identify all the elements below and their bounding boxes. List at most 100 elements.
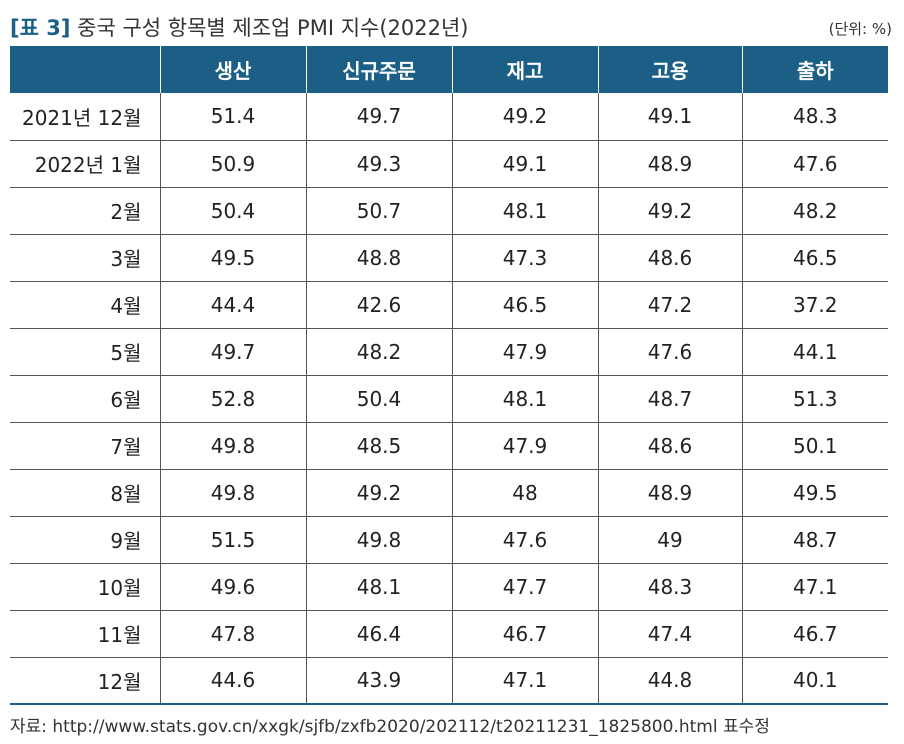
value-cell: 47.9 (451, 422, 598, 470)
value-cell: 50.9 (159, 140, 306, 188)
value-cell: 48.1 (451, 375, 598, 423)
value-cell: 49.8 (305, 516, 452, 564)
table-row: 12월 44.6 43.9 47.1 44.8 40.1 (10, 657, 888, 705)
value-cell: 46.5 (451, 281, 598, 329)
unit-label: (단위: %) (828, 20, 892, 38)
value-cell: 48 (451, 469, 598, 517)
table-row: 2021년 12월 51.4 49.7 49.2 49.1 48.3 (10, 93, 888, 141)
row-label-cell: 5월 (10, 328, 160, 376)
row-label-cell: 6월 (10, 375, 160, 423)
table-row: 9월 51.5 49.8 47.6 49 48.7 (10, 516, 888, 564)
value-cell: 49.7 (305, 93, 452, 141)
table-row: 2월 50.4 50.7 48.1 49.2 48.2 (10, 187, 888, 235)
row-label-cell: 3월 (10, 234, 160, 282)
value-cell: 47.2 (597, 281, 742, 329)
value-cell: 46.7 (741, 610, 888, 658)
row-label-cell: 2021년 12월 (10, 93, 160, 141)
table-row: 8월 49.8 49.2 48 48.9 49.5 (10, 469, 888, 517)
value-cell: 48.3 (741, 93, 888, 141)
header-cell-production: 생산 (159, 46, 306, 93)
header-cell-inventory: 재고 (451, 46, 598, 93)
table-title-text: 중국 구성 항목별 제조업 PMI 지수(2022년) (77, 16, 469, 40)
value-cell: 48.9 (597, 469, 742, 517)
value-cell: 46.5 (741, 234, 888, 282)
value-cell: 50.1 (741, 422, 888, 470)
row-label-cell: 11월 (10, 610, 160, 658)
value-cell: 48.6 (597, 422, 742, 470)
value-cell: 43.9 (305, 657, 452, 705)
table-row: 3월 49.5 48.8 47.3 48.6 46.5 (10, 234, 888, 282)
header-cell-empty (10, 46, 160, 93)
table-row: 4월 44.4 42.6 46.5 47.2 37.2 (10, 281, 888, 329)
value-cell: 48.7 (597, 375, 742, 423)
table-number: [표 3] (10, 16, 71, 40)
row-label-cell: 10월 (10, 563, 160, 611)
table-caption: [표 3] 중국 구성 항목별 제조업 PMI 지수(2022년) (단위: %… (10, 8, 894, 42)
value-cell: 50.4 (159, 187, 306, 235)
table-row: 5월 49.7 48.2 47.9 47.6 44.1 (10, 328, 888, 376)
row-label-cell: 4월 (10, 281, 160, 329)
value-cell: 50.4 (305, 375, 452, 423)
header-cell-employment: 고용 (597, 46, 742, 93)
value-cell: 46.7 (451, 610, 598, 658)
value-cell: 49.1 (597, 93, 742, 141)
value-cell: 49.5 (159, 234, 306, 282)
value-cell: 49.8 (159, 469, 306, 517)
value-cell: 47.6 (741, 140, 888, 188)
row-label-cell: 2월 (10, 187, 160, 235)
value-cell: 49.2 (305, 469, 452, 517)
header-cell-shipments: 출하 (741, 46, 888, 93)
value-cell: 47.8 (159, 610, 306, 658)
table-title: [표 3] 중국 구성 항목별 제조업 PMI 지수(2022년) (10, 12, 468, 42)
value-cell: 48.2 (305, 328, 452, 376)
value-cell: 51.4 (159, 93, 306, 141)
value-cell: 47.7 (451, 563, 598, 611)
value-cell: 49.8 (159, 422, 306, 470)
value-cell: 49.5 (741, 469, 888, 517)
value-cell: 42.6 (305, 281, 452, 329)
row-label-cell: 7월 (10, 422, 160, 470)
table-header-row: 생산 신규주문 재고 고용 출하 (10, 46, 888, 93)
value-cell: 49 (597, 516, 742, 564)
value-cell: 47.1 (451, 657, 598, 705)
value-cell: 51.5 (159, 516, 306, 564)
table-row: 7월 49.8 48.5 47.9 48.6 50.1 (10, 422, 888, 470)
value-cell: 48.7 (741, 516, 888, 564)
value-cell: 47.1 (741, 563, 888, 611)
source-note: 자료: http://www.stats.gov.cn/xxgk/sjfb/zx… (10, 717, 770, 737)
value-cell: 51.3 (741, 375, 888, 423)
row-label-cell: 2022년 1월 (10, 140, 160, 188)
value-cell: 49.3 (305, 140, 452, 188)
value-cell: 49.2 (451, 93, 598, 141)
value-cell: 48.8 (305, 234, 452, 282)
row-label-cell: 9월 (10, 516, 160, 564)
table-row: 11월 47.8 46.4 46.7 47.4 46.7 (10, 610, 888, 658)
value-cell: 48.6 (597, 234, 742, 282)
header-cell-new-orders: 신규주문 (305, 46, 452, 93)
value-cell: 47.9 (451, 328, 598, 376)
value-cell: 48.3 (597, 563, 742, 611)
row-label-cell: 8월 (10, 469, 160, 517)
value-cell: 47.6 (597, 328, 742, 376)
value-cell: 52.8 (159, 375, 306, 423)
value-cell: 47.6 (451, 516, 598, 564)
value-cell: 47.3 (451, 234, 598, 282)
row-label-cell: 12월 (10, 657, 160, 705)
value-cell: 49.2 (597, 187, 742, 235)
table-row: 2022년 1월 50.9 49.3 49.1 48.9 47.6 (10, 140, 888, 188)
table-row: 6월 52.8 50.4 48.1 48.7 51.3 (10, 375, 888, 423)
value-cell: 46.4 (305, 610, 452, 658)
value-cell: 44.6 (159, 657, 306, 705)
value-cell: 48.5 (305, 422, 452, 470)
value-cell: 48.1 (305, 563, 452, 611)
value-cell: 47.4 (597, 610, 742, 658)
value-cell: 44.4 (159, 281, 306, 329)
value-cell: 49.6 (159, 563, 306, 611)
value-cell: 50.7 (305, 187, 452, 235)
table-row: 10월 49.6 48.1 47.7 48.3 47.1 (10, 563, 888, 611)
value-cell: 44.8 (597, 657, 742, 705)
value-cell: 48.1 (451, 187, 598, 235)
pmi-table: 생산 신규주문 재고 고용 출하 2021년 12월 51.4 49.7 49.2 49… (10, 46, 888, 705)
value-cell: 40.1 (741, 657, 888, 705)
value-cell: 49.7 (159, 328, 306, 376)
